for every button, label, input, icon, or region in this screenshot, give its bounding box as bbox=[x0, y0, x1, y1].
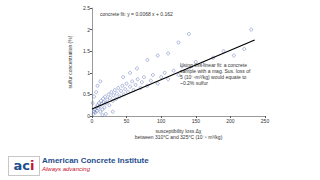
svg-text:sulfur concentration (%): sulfur concentration (%) bbox=[67, 35, 73, 88]
svg-text:0: 0 bbox=[91, 118, 94, 124]
svg-text:250: 250 bbox=[261, 118, 270, 124]
svg-text:0: 0 bbox=[87, 113, 90, 119]
svg-text:~0.2% sulfur: ~0.2% sulfur bbox=[180, 80, 208, 86]
svg-text:1: 1 bbox=[87, 70, 90, 76]
svg-text:between 310°C and 325°C (10⁻⁸: between 310°C and 325°C (10⁻⁸ m³/kg) bbox=[135, 134, 223, 140]
html-text:ac i: ac i bbox=[13, 158, 35, 173]
svg-text:Using this linear fit: a concr: Using this linear fit: a concrete bbox=[180, 62, 247, 68]
svg-text:5 (10⁻⁸m³/kg) would equate to: 5 (10⁻⁸m³/kg) would equate to bbox=[180, 74, 247, 80]
svg-text:susceptibility loss Δχ: susceptibility loss Δχ bbox=[155, 127, 202, 134]
html-text:Always advancing: Always advancing bbox=[42, 166, 90, 172]
svg-text:1.5: 1.5 bbox=[83, 48, 90, 54]
svg-text:concrete fit: y = 0.0068 x + 0: concrete fit: y = 0.0068 x + 0.162 bbox=[100, 11, 173, 17]
svg-text:2: 2 bbox=[87, 27, 90, 33]
svg-text:50: 50 bbox=[124, 118, 130, 124]
svg-text:200: 200 bbox=[226, 118, 235, 124]
svg-text:100: 100 bbox=[157, 118, 166, 124]
svg-text:2.5: 2.5 bbox=[83, 5, 90, 11]
svg-text:150: 150 bbox=[192, 118, 201, 124]
html-text:American Concrete Institute: American Concrete Institute bbox=[42, 156, 149, 165]
svg-text:0.5: 0.5 bbox=[83, 91, 90, 97]
